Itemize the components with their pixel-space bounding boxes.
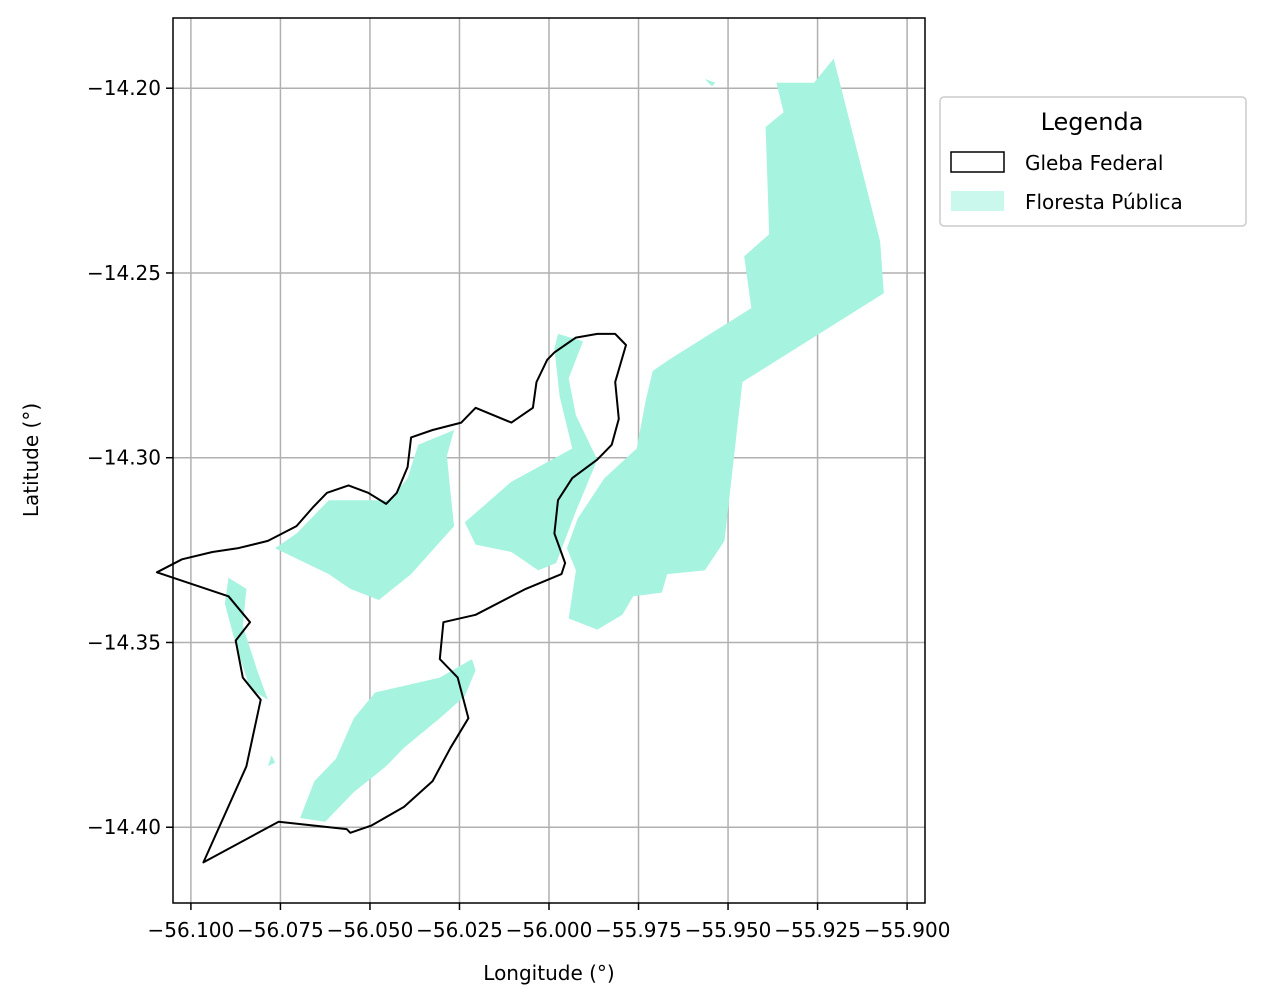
legend-box <box>939 96 1247 227</box>
x-tick-label: −55.950 <box>685 918 772 942</box>
legend-label-floresta: Floresta Pública <box>1025 190 1183 214</box>
x-tick-label: −56.050 <box>327 918 414 942</box>
x-tick-label: −55.975 <box>595 918 682 942</box>
floresta-publica-polygon-1 <box>464 333 598 571</box>
y-tick-label: −14.40 <box>87 815 161 839</box>
x-tick-label: −55.900 <box>864 918 951 942</box>
x-tick-label: −56.075 <box>237 918 324 942</box>
floresta-publica-polygon-0 <box>566 58 884 630</box>
y-tick-label: −14.30 <box>87 446 161 470</box>
x-axis-label: Longitude (°) <box>483 961 614 985</box>
gleba-federal-polygon-0 <box>155 332 627 864</box>
floresta-publica-polygon-2 <box>275 430 455 600</box>
floresta-publica-polygon-4 <box>224 577 268 700</box>
y-tick-label: −14.20 <box>87 76 161 100</box>
legend: Legenda Gleba Federal Floresta Pública <box>939 96 1247 227</box>
floresta-publica-polygon-6 <box>267 755 276 767</box>
floresta-publica-layer <box>224 58 884 822</box>
x-tick-label: −56.000 <box>506 918 593 942</box>
y-axis-label: Latitude (°) <box>19 403 43 517</box>
legend-label-gleba: Gleba Federal <box>1025 151 1163 175</box>
floresta-publica-polygon-5 <box>704 79 716 87</box>
y-tick-label: −14.35 <box>87 630 161 654</box>
floresta-publica-polygon-3 <box>300 659 476 822</box>
gleba-federal-layer <box>155 332 627 864</box>
x-axis-ticks: −56.100 −56.075 −56.050 −56.025 −56.000 −55.9… <box>148 903 951 942</box>
y-axis-ticks: −14.20 −14.25 −14.30 −14.35 −14.40 <box>87 76 173 839</box>
x-tick-label: −55.925 <box>774 918 861 942</box>
legend-title: Legenda <box>1041 108 1144 136</box>
y-tick-label: −14.25 <box>87 261 161 285</box>
legend-swatch-floresta <box>951 191 1004 211</box>
legend-swatch-gleba <box>950 151 1005 173</box>
x-tick-label: −56.025 <box>416 918 503 942</box>
x-tick-label: −56.100 <box>148 918 235 942</box>
